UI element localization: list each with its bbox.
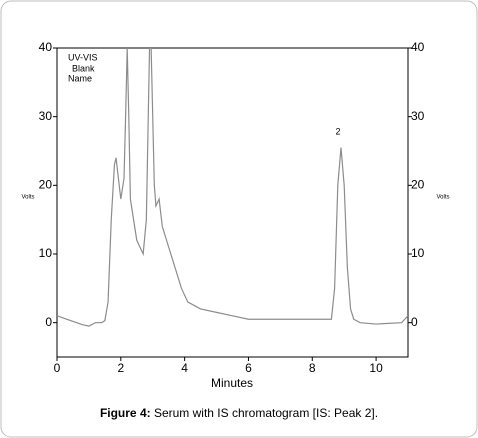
- legend-line: Blank: [72, 63, 95, 73]
- y2-axis-label: Volts: [436, 195, 449, 201]
- legend-line: Name: [68, 73, 92, 83]
- y2-tick-label: 30: [411, 109, 425, 123]
- plot-border: [56, 47, 409, 358]
- y-tick-label: 0: [45, 315, 52, 329]
- peak-label: 2: [335, 126, 340, 136]
- x-axis-label: Minutes: [211, 376, 253, 390]
- x-tick-label: 2: [117, 361, 124, 375]
- caption-label: Figure 4:: [100, 406, 151, 420]
- x-tick-label: 6: [245, 361, 252, 375]
- legend-line: UV-VIS: [68, 52, 98, 62]
- y2-tick-label: 0: [411, 315, 418, 329]
- x-tick-label: 0: [54, 361, 61, 375]
- x-tick-label: 4: [181, 361, 188, 375]
- y2-tick-label: 40: [411, 40, 425, 54]
- trace: [57, 48, 408, 327]
- y2-tick-label: 10: [411, 246, 425, 260]
- y-tick-label: 30: [39, 109, 53, 123]
- x-tick-label: 10: [369, 361, 383, 375]
- y2-tick-label: 20: [411, 178, 425, 192]
- x-tick-label: 8: [309, 361, 316, 375]
- y-tick-label: 20: [39, 178, 53, 192]
- y-tick-label: 40: [39, 40, 53, 54]
- caption-text: Serum with IS chromatogram [IS: Peak 2].: [154, 406, 378, 420]
- y-tick-label: 10: [39, 246, 53, 260]
- y-axis-label: Volts: [21, 195, 34, 201]
- caption: Figure 4: Serum with IS chromatogram [IS…: [100, 406, 378, 420]
